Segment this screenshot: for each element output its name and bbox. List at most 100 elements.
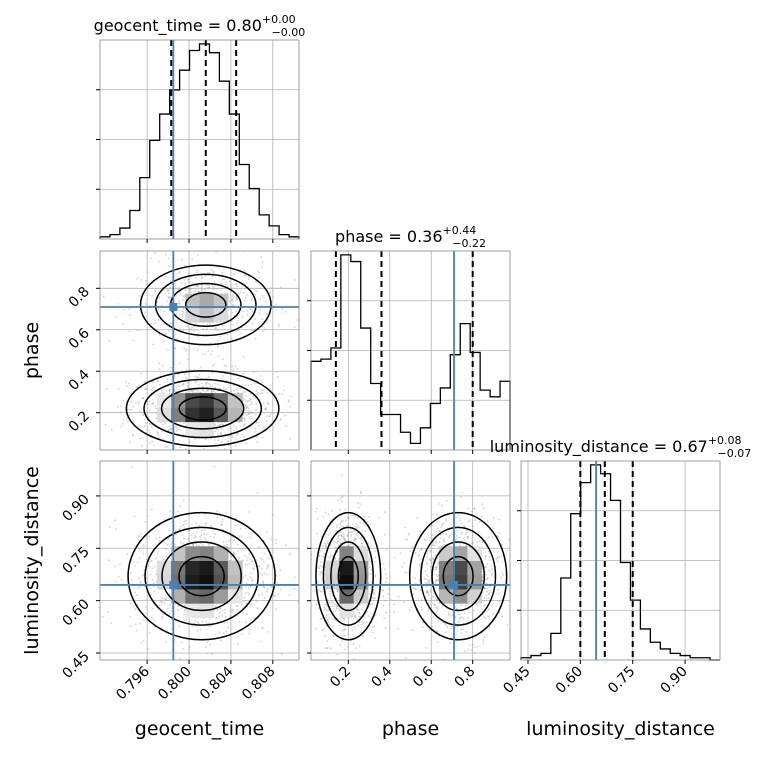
sample-point [218,615,220,618]
sample-point [477,531,480,534]
sample-point [185,618,188,621]
sample-point [226,440,229,442]
sample-point [187,381,190,384]
density-block [171,588,186,604]
sample-point [355,527,358,529]
sample-point [323,608,326,611]
sample-point [161,364,164,367]
sample-point [236,391,239,394]
sample-point [212,270,215,273]
sample-point [242,435,245,438]
sample-point [164,469,166,471]
sample-point [349,543,352,546]
sample-point [169,296,171,298]
sample-point [132,405,135,408]
sample-point [433,603,436,606]
sample-point [214,327,217,330]
sample-point [230,555,233,558]
sample-point [152,444,155,447]
sample-point [207,382,210,385]
sample-point [414,588,417,591]
sample-point [154,404,157,407]
sample-point [281,393,284,396]
sample-point [254,413,257,416]
sample-point [197,335,200,338]
x-tick-label: 0.45 [500,664,533,697]
sample-point [209,384,212,386]
sample-point [430,604,432,607]
sample-point [481,576,484,579]
title-geocent-time: geocent_time = 0.80+0.00 −0.00 [94,13,306,39]
sample-point [211,385,213,388]
sample-point [249,618,252,621]
sample-point [221,278,224,280]
sample-point [280,653,283,655]
sample-point [153,319,156,321]
sample-point [147,648,150,650]
sample-point [382,595,385,598]
sample-point [128,330,131,333]
sample-point [160,602,163,605]
sample-point [165,599,168,602]
sample-point [326,647,329,650]
sample-point [498,518,501,521]
sample-point [341,495,344,497]
sample-point [220,524,223,527]
sample-point [355,607,358,610]
sample-point [400,566,403,568]
sample-point [256,270,259,272]
sample-point [272,296,275,298]
sample-point [254,427,257,430]
sample-point [322,627,325,630]
sample-point [155,417,158,419]
sample-point [147,429,150,432]
sample-point [196,254,199,256]
sample-point [428,579,431,582]
sample-point [414,552,417,554]
sample-point [263,586,266,589]
sample-point [232,368,235,371]
sample-point [163,598,166,601]
sample-point [182,311,185,313]
sample-point [139,437,142,440]
sample-point [345,519,347,522]
sample-point [262,402,265,404]
sample-point [214,605,216,608]
sample-point [145,577,148,579]
sample-point [191,258,193,261]
sample-point [152,402,155,404]
sample-point [167,265,170,268]
sample-point [153,386,156,389]
sample-point [150,426,153,428]
sample-point [437,606,439,608]
sample-point [152,343,155,346]
sample-point [448,661,450,663]
sample-point [95,403,97,405]
sample-point [347,533,350,536]
sample-point [147,416,150,418]
sample-point [436,630,439,633]
sample-point [174,543,176,546]
contour-line [154,273,257,337]
sample-point [193,330,195,332]
sample-point [455,607,458,610]
sample-point [464,533,467,536]
sample-point [156,431,159,434]
sample-point [428,629,431,631]
sample-point [342,535,345,537]
sample-point [436,607,439,610]
sample-point [370,536,373,539]
sample-point [279,286,282,289]
sample-point [244,442,247,445]
sample-point [180,258,183,261]
sample-point [177,287,180,290]
sample-point [364,515,366,518]
sample-point [250,572,252,575]
sample-point [436,619,439,622]
sample-point [374,637,377,640]
sample-point [215,327,218,329]
line-layer [99,40,720,661]
sample-point [339,497,342,500]
sample-point [250,560,253,563]
sample-point [164,275,167,278]
